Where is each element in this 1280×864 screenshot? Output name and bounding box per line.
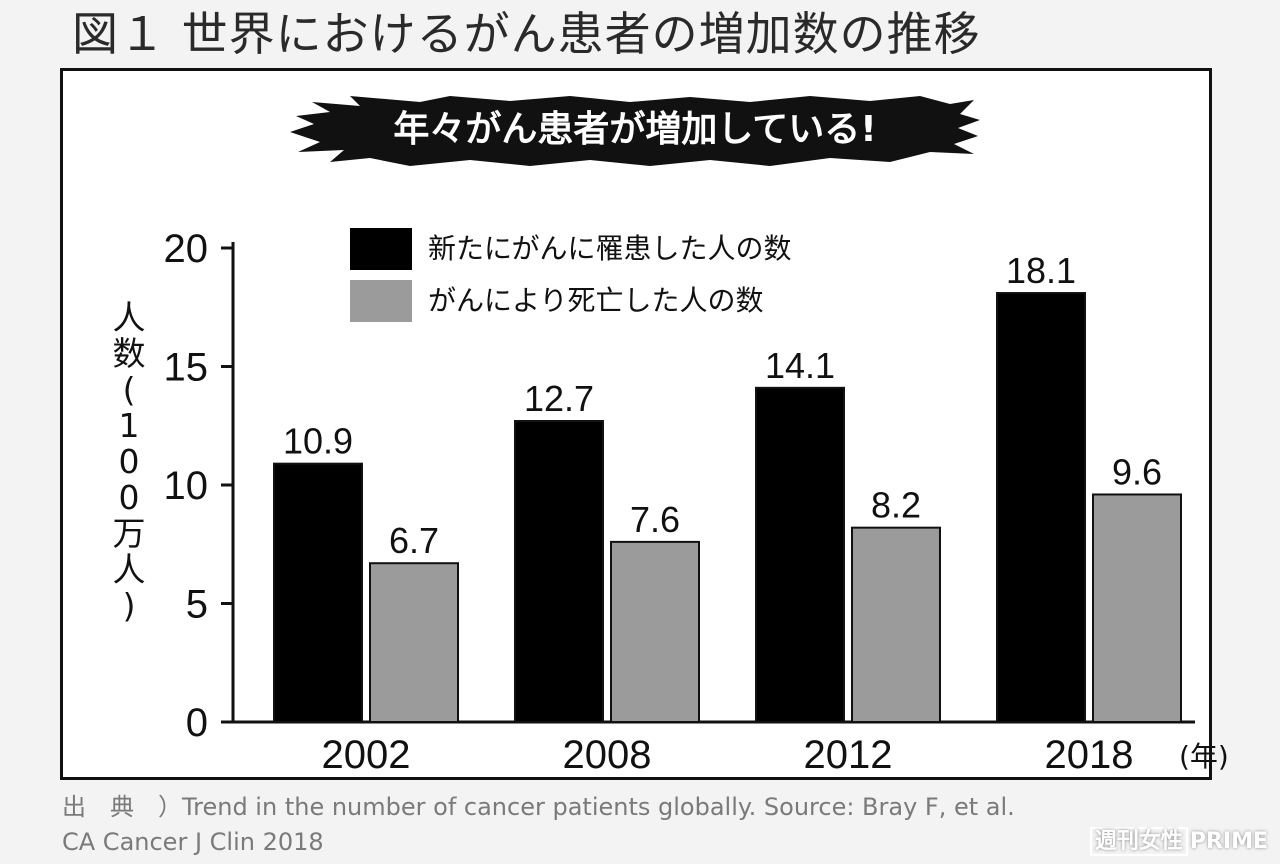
- legend-swatch-new-cases: [350, 228, 412, 270]
- y-axis-label-char: 人: [112, 298, 146, 337]
- data-label-deaths: 9.6: [1112, 451, 1162, 492]
- x-axis-unit: (年): [1179, 740, 1229, 773]
- y-axis-label-char: (: [122, 370, 136, 409]
- bar-deaths: [369, 562, 459, 724]
- source-line-2: CA Cancer J Clin 2018: [62, 828, 324, 856]
- data-label-deaths: 6.7: [389, 520, 439, 561]
- x-tick-label: 2002: [322, 733, 411, 777]
- watermark-box: 週刊女性: [1089, 827, 1188, 856]
- legend-label-deaths: がんにより死亡した人の数: [428, 284, 764, 317]
- bar-new-cases: [273, 462, 363, 723]
- y-axis-label-char: ): [122, 586, 136, 625]
- data-label-new-cases: 10.9: [283, 421, 353, 462]
- y-axis-label-char: 1: [118, 406, 140, 445]
- watermark-logo: 週刊女性 PRIME: [1089, 827, 1268, 856]
- legend-label-new-cases: 新たにがんに罹患した人の数: [428, 232, 792, 265]
- bar-deaths: [1092, 493, 1182, 724]
- y-tick-label: 20: [164, 227, 209, 271]
- bar-new-cases: [755, 386, 845, 723]
- y-tick-label: 0: [186, 701, 208, 745]
- y-axis-label-char: 人: [112, 550, 146, 589]
- y-axis-label-char: 0: [118, 442, 140, 481]
- y-axis-label-char: 0: [118, 478, 140, 517]
- banner-text: 年々がん患者が増加している!: [393, 109, 877, 150]
- y-tick-label: 15: [164, 346, 209, 390]
- bar-new-cases: [514, 420, 604, 723]
- data-label-new-cases: 12.7: [524, 378, 594, 419]
- banner-shape: [290, 96, 980, 166]
- y-axis-label-char: 万: [112, 514, 146, 553]
- source-line-1: 出 典 ）Trend in the number of cancer patie…: [62, 793, 1015, 821]
- page-title: 図１ 世界におけるがん患者の増加数の推移: [72, 7, 981, 61]
- source-citation: 出 典 ）Trend in the number of cancer patie…: [62, 790, 1212, 860]
- watermark-text: PRIME: [1189, 829, 1268, 854]
- data-label-new-cases: 14.1: [765, 345, 835, 386]
- y-tick-label: 5: [186, 583, 208, 627]
- x-tick-label: 2012: [804, 733, 893, 777]
- bar-deaths: [851, 526, 941, 723]
- legend-swatch-deaths: [350, 280, 412, 322]
- y-axis-label-char: 数: [112, 334, 146, 373]
- data-label-deaths: 7.6: [630, 499, 680, 540]
- y-axis-label: 人数(1 0 0 万人): [110, 300, 148, 624]
- y-tick-label: 10: [164, 464, 209, 508]
- x-tick-label: 2018: [1045, 733, 1134, 777]
- data-label-deaths: 8.2: [871, 485, 921, 526]
- bar-new-cases: [996, 292, 1086, 723]
- x-tick-label: 2008: [563, 733, 652, 777]
- bar-deaths: [610, 540, 700, 723]
- data-label-new-cases: 18.1: [1006, 250, 1076, 291]
